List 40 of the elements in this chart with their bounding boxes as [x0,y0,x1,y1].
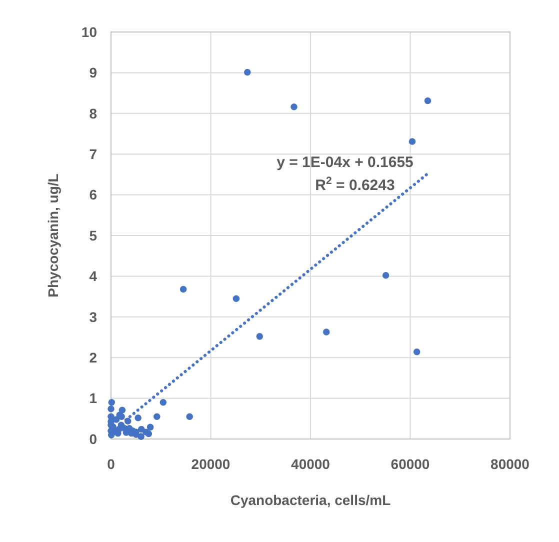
point [108,398,116,406]
point [186,413,193,420]
point [180,286,187,293]
y-tick-label: 1 [89,390,98,406]
point [126,425,133,432]
point [408,138,416,145]
point [108,406,114,412]
point [382,272,390,279]
y-tick-label: 5 [89,227,98,244]
point [424,97,432,104]
x-tick-label: 80000 [490,456,530,472]
y-axis-title: Phycocyanin, ug/L [45,173,61,298]
x-tick-label: 60000 [390,456,430,472]
y-tick-label: 7 [89,146,98,162]
y-tick-label: 0 [89,430,98,447]
y-tick-label: 10 [81,24,98,40]
y-tick-label: 6 [89,186,98,203]
y-tick-label: 9 [89,64,98,81]
point [244,68,251,76]
point [142,428,150,436]
point [112,416,120,423]
point [146,424,154,431]
point [413,348,420,356]
x-tick-label: 0 [107,456,116,472]
y-tick-label: 8 [89,105,98,122]
x-tick-label: 40000 [291,456,330,472]
point [154,413,160,420]
y-tick-label: 3 [89,308,98,325]
x-axis-title: Cyanobacteria, cells/mL [230,492,392,508]
annotation: R$^{2}$ = 0.6243 [315,175,395,194]
point [134,414,142,422]
point [232,295,240,302]
y-tick-label: 2 [89,350,98,366]
y-tick-label: 4 [89,268,98,284]
annotation: y = 1E-04x + 0.1655 [276,154,414,171]
point [290,104,298,110]
point [160,398,167,406]
point [256,333,264,340]
x-tick-label: 20000 [191,456,230,472]
point [322,328,330,336]
